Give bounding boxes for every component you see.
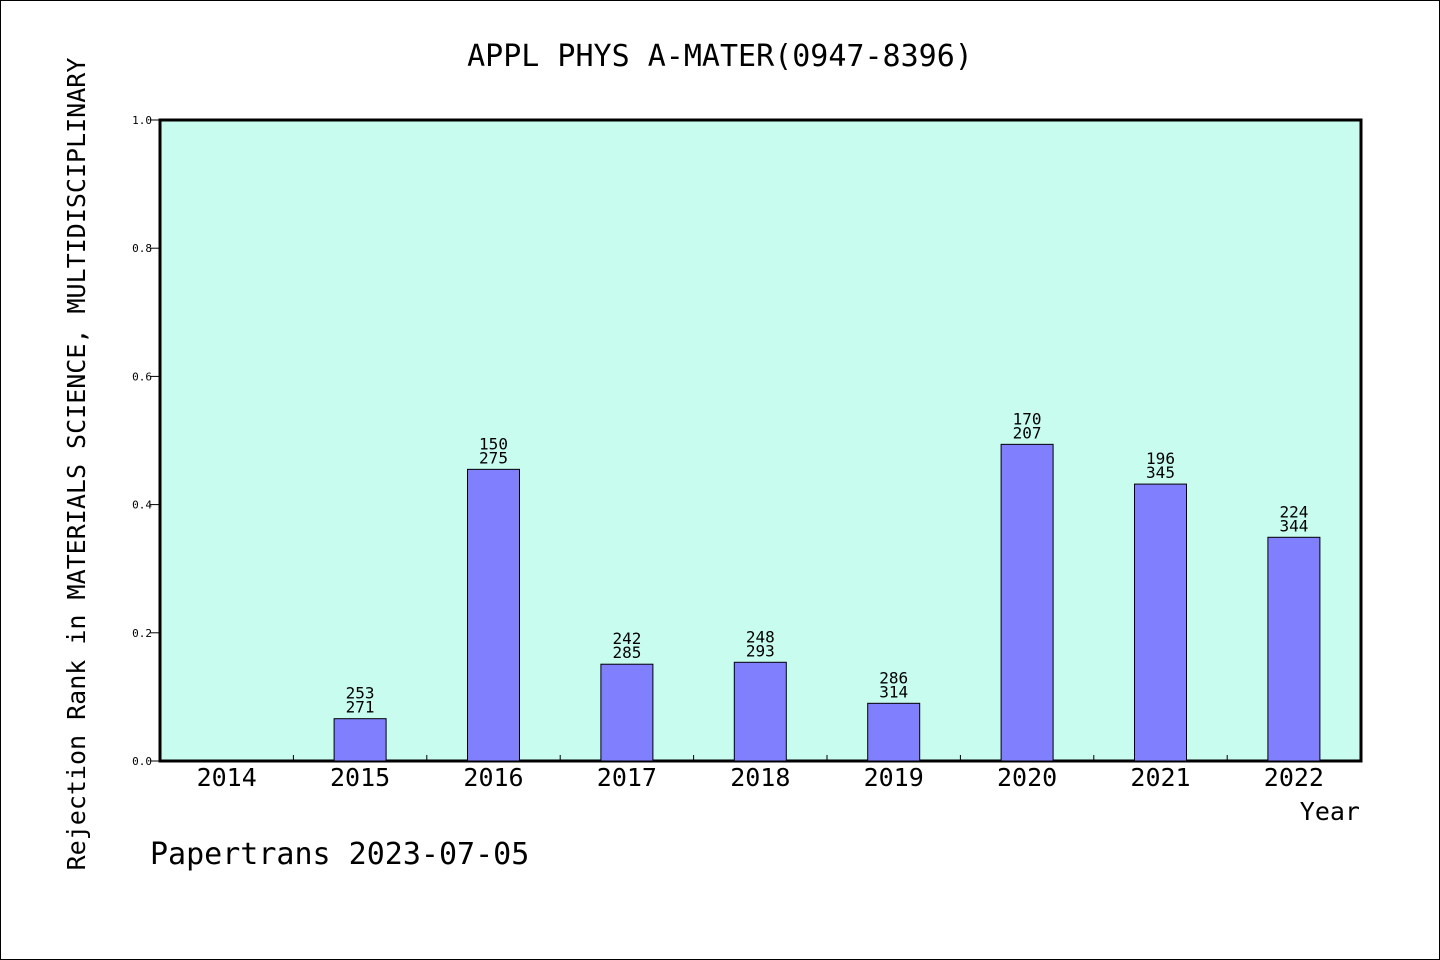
bar-2019 <box>867 702 921 762</box>
watermark-text: Papertrans 2023-07-05 <box>150 837 529 872</box>
bar-label-bottom: 344 <box>1279 516 1308 535</box>
bar-label-top: 248 <box>746 627 775 646</box>
bar-label-bottom: 271 <box>346 698 375 717</box>
y-axis: 0.0 0.2 0.4 0.6 0.8 1.0 <box>132 114 160 768</box>
x-tick-label: 2019 <box>864 763 924 792</box>
bar-2022 <box>1267 536 1321 762</box>
y-tick-label: 1.0 <box>132 114 152 127</box>
bar-series: 2532711502752422852482932863141702071963… <box>333 409 1321 762</box>
bar-label-bottom: 207 <box>1013 423 1042 442</box>
x-axis: 2014 2015 2016 2017 2018 2019 2020 2021 2022 <box>197 755 1324 792</box>
bar-label-top: 253 <box>346 684 375 703</box>
bar-2021 <box>1134 483 1187 762</box>
y-axis-label: Rejection Rank in MATERIALS SCIENCE, MUL… <box>62 58 91 871</box>
y-tick-label: 0.6 <box>132 370 152 383</box>
bar-label-top: 150 <box>479 434 508 453</box>
y-tick-label: 0.2 <box>132 627 152 640</box>
x-tick-label: 2015 <box>330 763 390 792</box>
bar-label-bottom: 345 <box>1146 463 1175 482</box>
x-tick-label: 2018 <box>730 763 790 792</box>
y-tick-label: 0.0 <box>132 755 152 768</box>
x-tick-label: 2017 <box>597 763 657 792</box>
bar-label-bottom: 275 <box>479 448 508 467</box>
x-tick-label: 2022 <box>1264 763 1324 792</box>
x-tick-label: 2020 <box>997 763 1057 792</box>
bar-label-top: 242 <box>612 629 641 648</box>
x-tick-label: 2014 <box>197 763 257 792</box>
y-tick-label: 0.8 <box>132 242 152 255</box>
bar-label-bottom: 285 <box>612 643 641 662</box>
bar-2015 <box>333 718 387 762</box>
bar-2017 <box>600 663 654 762</box>
x-axis-label: Year <box>1300 797 1360 826</box>
bar-label-bottom: 314 <box>879 682 908 701</box>
y-tick-label: 0.4 <box>132 499 152 512</box>
bar-label-bottom: 293 <box>746 641 775 660</box>
bar-2018 <box>733 661 787 762</box>
bar-label-top: 170 <box>1013 409 1042 428</box>
bar-label-top: 286 <box>879 668 908 687</box>
chart-title: APPL PHYS A-MATER(0947-8396) <box>467 39 973 74</box>
bar-label-top: 224 <box>1279 502 1308 521</box>
x-tick-label: 2021 <box>1130 763 1190 792</box>
bar-2016 <box>467 468 520 762</box>
bar-label-top: 196 <box>1146 449 1175 468</box>
x-tick-label: 2016 <box>463 763 523 792</box>
bar-2020 <box>1000 443 1054 762</box>
